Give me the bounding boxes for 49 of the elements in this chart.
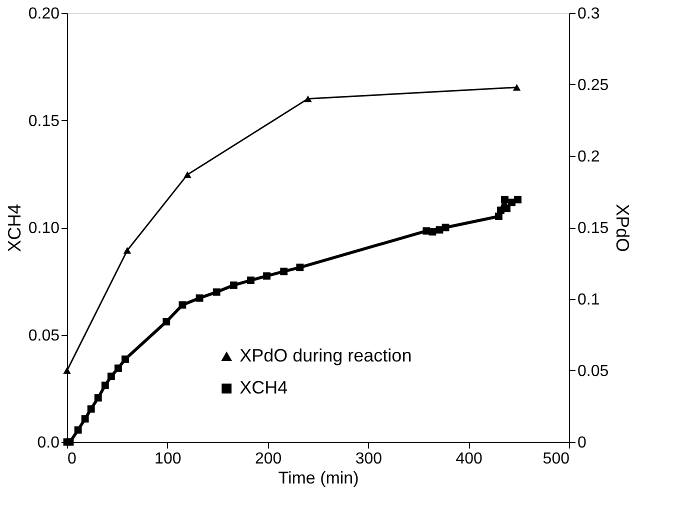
x-axis-title: Time (min)	[278, 468, 359, 488]
y-tick-label: 0.15	[28, 112, 60, 130]
x-tick-label: 500	[542, 450, 570, 468]
point	[503, 204, 510, 212]
point	[514, 196, 522, 204]
point	[212, 288, 220, 296]
y-axis-title: XCH4	[4, 204, 24, 252]
legend-label: XPdO during reaction	[240, 346, 412, 366]
y2-tick-label: 0.2	[578, 148, 600, 166]
y2-axis-title: XPdO	[612, 204, 633, 252]
y-tick-label: 0.05	[28, 327, 60, 344]
x-tick-label: 100	[154, 450, 182, 468]
legend-label: XCH4	[240, 378, 288, 398]
point	[114, 364, 122, 372]
x-tick-label: 0	[68, 450, 76, 468]
point	[512, 84, 521, 91]
point	[501, 196, 508, 204]
x-tick-label: 200	[254, 450, 282, 468]
point	[107, 372, 115, 380]
y2-tick-label: 0.1	[578, 292, 600, 308]
point	[263, 272, 271, 280]
x-tick-label: 400	[456, 450, 483, 468]
point	[74, 426, 82, 434]
point	[304, 95, 312, 102]
point	[196, 294, 204, 302]
point	[230, 281, 238, 289]
y2-tick-label: 0.3	[578, 6, 600, 22]
x-tick-label: 300	[355, 450, 382, 468]
point	[87, 405, 95, 413]
point	[280, 268, 288, 276]
y-tick-label: 0.0	[37, 434, 60, 452]
point	[178, 301, 186, 309]
point	[63, 367, 71, 374]
point	[184, 171, 192, 178]
point	[101, 382, 109, 390]
point	[122, 355, 129, 363]
y2-tick-label: 0.25	[578, 77, 609, 94]
point	[247, 276, 254, 284]
point	[296, 264, 304, 272]
point	[428, 228, 436, 236]
y2-tick-label: 0.15	[578, 220, 609, 237]
point	[81, 415, 89, 423]
y2-tick-label: 0	[578, 434, 586, 452]
y-tick-label: 0.10	[28, 220, 60, 237]
y2-tick-label: 0.05	[578, 363, 609, 380]
point	[162, 318, 170, 326]
point	[94, 394, 102, 402]
y-tick-label: 0.20	[28, 6, 60, 22]
point	[123, 247, 132, 254]
